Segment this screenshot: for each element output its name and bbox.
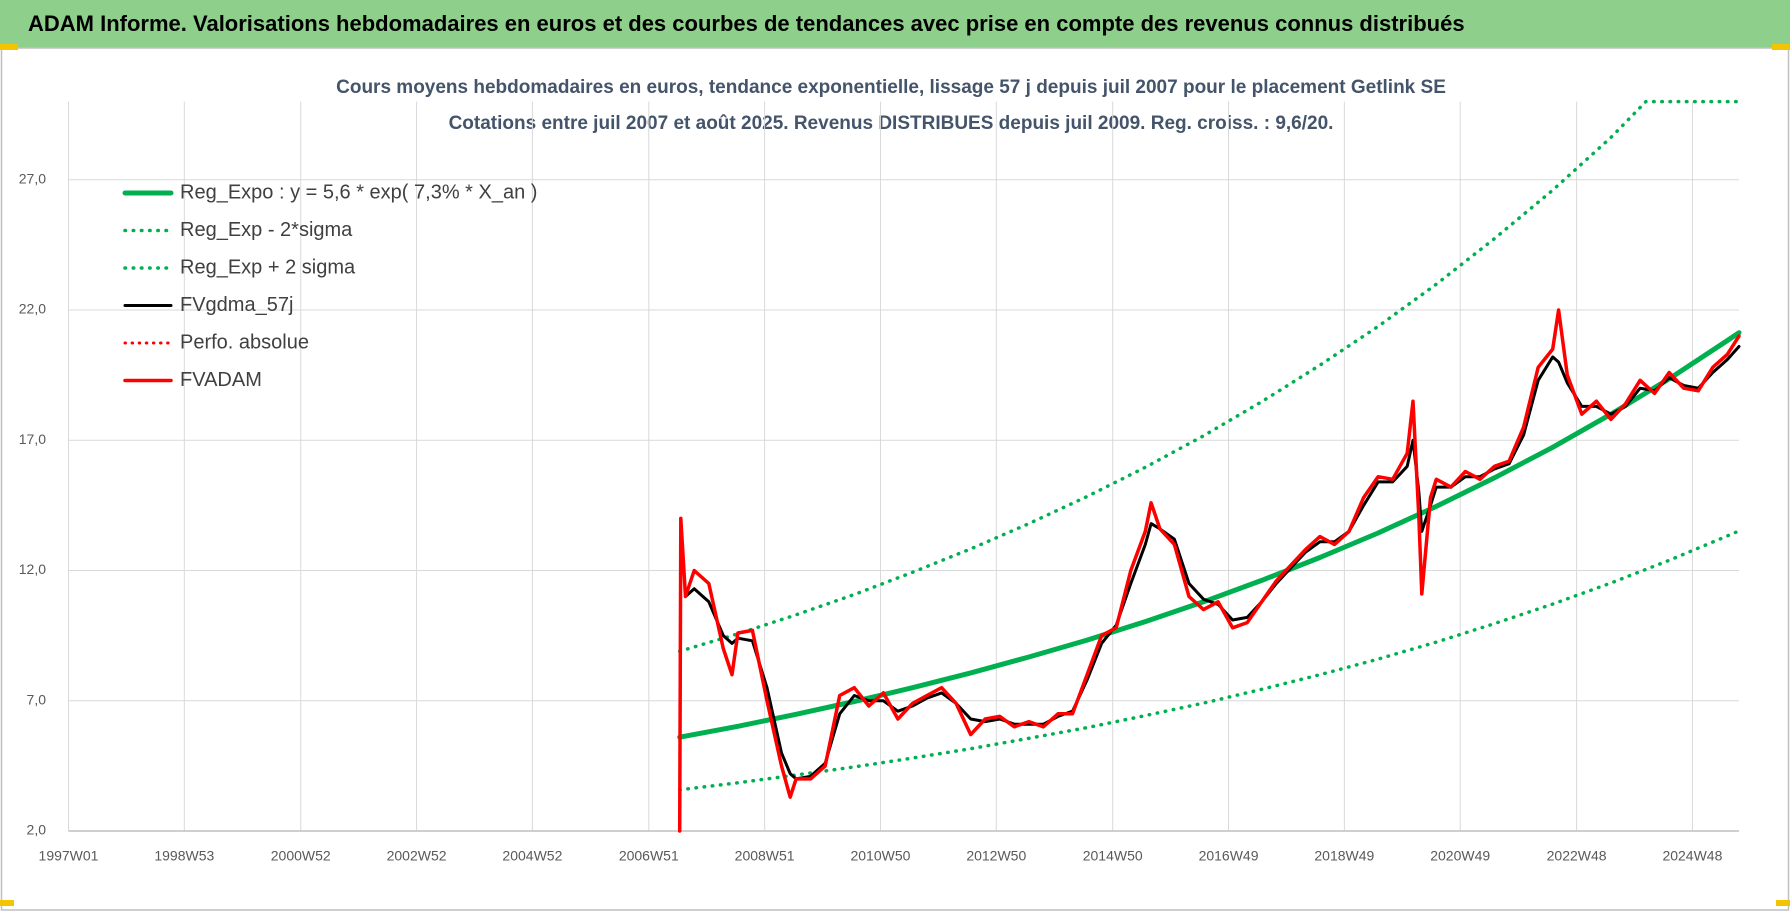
corner-mark — [1772, 44, 1790, 50]
x-tick-label: 2012W50 — [966, 848, 1026, 864]
x-tick-label: 1998W53 — [154, 848, 214, 864]
corner-mark — [0, 44, 18, 50]
x-tick-label: 2006W51 — [619, 848, 679, 864]
chart-title: Cours moyens hebdomadaires en euros, ten… — [336, 77, 1446, 98]
y-tick-label: 12,0 — [19, 561, 46, 577]
x-tick-label: 2002W52 — [387, 848, 447, 864]
y-tick-label: 7,0 — [27, 691, 47, 707]
x-tick-label: 2018W49 — [1314, 848, 1374, 864]
plot-lines — [677, 99, 1742, 833]
corner-mark — [0, 900, 14, 906]
legend-label: Reg_Expo : y = 5,6 * exp( 7,3% * X_an ) — [180, 181, 537, 203]
chart-subtitle: Cotations entre juil 2007 et août 2025. … — [449, 113, 1334, 134]
y-tick-label: 2,0 — [27, 822, 47, 838]
corner-mark — [1776, 900, 1790, 906]
series-line — [677, 529, 1741, 792]
legend: Reg_Expo : y = 5,6 * exp( 7,3% * X_an ) R… — [122, 181, 537, 391]
legend-label: FVgdma_57j — [180, 294, 293, 316]
x-tick-label: 2024W48 — [1662, 848, 1722, 864]
x-tick-label: 2000W52 — [271, 848, 331, 864]
x-tick-label: 2014W50 — [1083, 848, 1143, 864]
header-title: ADAM Informe. Valorisations hebdomadaire… — [28, 11, 1465, 36]
series-line — [677, 308, 1741, 833]
y-tick-label: 27,0 — [19, 170, 46, 186]
x-tick-label: 2022W48 — [1547, 848, 1607, 864]
header-band — [0, 0, 1790, 48]
legend-label: Reg_Exp - 2*sigma — [180, 219, 353, 241]
x-tick-label: 2020W49 — [1430, 848, 1490, 864]
legend-label: Perfo. absolue — [180, 331, 309, 353]
y-tick-label: 17,0 — [19, 431, 46, 447]
x-tick-label: 2004W52 — [502, 848, 562, 864]
x-tick-label: 2010W50 — [850, 848, 910, 864]
x-tick-label: 1997W01 — [39, 848, 99, 864]
legend-label: FVADAM — [180, 369, 262, 391]
y-tick-label: 22,0 — [19, 301, 46, 317]
grid: 2,0 7,0 12,0 17,0 22,0 27,0 1997W01 1998W53 2000… — [19, 101, 1739, 864]
x-tick-label: 2008W51 — [735, 848, 795, 864]
series-line — [677, 330, 1742, 740]
chart-border — [0, 47, 1790, 911]
series-line — [677, 99, 1741, 654]
x-tick-label: 2016W49 — [1199, 848, 1259, 864]
legend-label: Reg_Exp + 2 sigma — [180, 256, 356, 278]
